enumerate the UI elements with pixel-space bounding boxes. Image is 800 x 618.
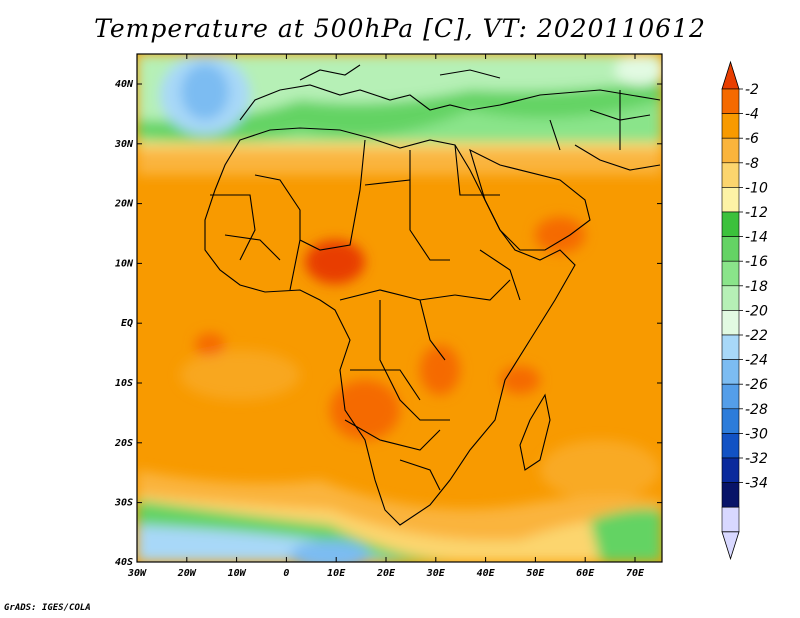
colorbar-label: -6	[745, 131, 759, 147]
colorbar-label: -14	[745, 230, 768, 246]
colorbar-swatch	[721, 260, 740, 287]
colorbar-label: -4	[745, 107, 759, 123]
colorbar-swatch	[721, 285, 740, 311]
lat-tick-label: 30S	[114, 498, 133, 509]
temperature-field	[137, 54, 662, 562]
colorbar-swatch	[721, 162, 740, 188]
lon-tick-label: 10E	[327, 568, 346, 579]
lon-tick-label: 70E	[626, 568, 645, 579]
lat-tick-label: 40N	[115, 79, 134, 90]
colorbar-swatch	[721, 113, 740, 139]
coastlines	[204, 64, 661, 526]
colorbar-label: -24	[745, 353, 768, 369]
colorbar-swatch	[721, 334, 740, 360]
colorbar-swatch	[721, 187, 740, 213]
lat-tick-label: 30N	[114, 139, 134, 150]
lon-tick-label: 30E	[426, 568, 446, 579]
lon-tick-label: 30W	[127, 568, 147, 579]
colorbar-swatch	[721, 433, 740, 459]
colorbar-top-arrow	[721, 60, 740, 90]
grads-credit: GrADS: IGES/COLA	[4, 603, 91, 613]
colorbar-swatch	[721, 482, 740, 508]
colorbar-label: -8	[745, 156, 759, 172]
colorbar-label: -26	[745, 377, 768, 393]
latitude-axis: 40N 30N 20N 10N EQ 10S 20S 30S 40S	[114, 79, 662, 568]
colorbar-swatch	[721, 359, 740, 385]
lon-tick-label: 60E	[576, 568, 595, 579]
colorbar-swatch	[721, 506, 740, 533]
lon-tick-label: 40E	[477, 568, 496, 579]
colorbar-label: -32	[745, 451, 768, 467]
lat-tick-label: 40S	[115, 557, 133, 568]
colorbar-swatch	[721, 310, 740, 336]
longitude-axis: 30W 20W 10W 0 10E 20E 30E 40E 50E 60E 70E	[127, 54, 645, 579]
lon-tick-label: 20W	[177, 568, 197, 579]
lat-tick-label: 20S	[114, 438, 133, 449]
colorbar-swatch	[721, 137, 740, 164]
lat-tick-label: 10N	[115, 258, 134, 269]
colorbar-label: -10	[745, 180, 768, 196]
colorbar-label: -20	[745, 303, 768, 319]
colorbar-swatch	[721, 457, 740, 483]
colorbar-label: -16	[745, 254, 768, 270]
colorbar-label: -34	[745, 476, 768, 492]
colorbar-label: -30	[745, 426, 768, 442]
lon-tick-label: 50E	[526, 568, 545, 579]
colorbar-label: -28	[745, 402, 768, 418]
colorbar: -2 -4 -6 -8 -10 -12 -14 -16 -18 -20 -22 -24 -26 -28 -3…	[721, 60, 768, 561]
lon-tick-label: 0	[283, 568, 289, 579]
lat-tick-label: 20N	[114, 199, 134, 210]
colorbar-label: -18	[745, 279, 768, 295]
colorbar-swatch	[721, 408, 740, 434]
lon-tick-label: 10W	[228, 568, 247, 579]
colorbar-swatch	[721, 88, 740, 114]
colorbar-bottom-arrow	[721, 531, 740, 561]
lat-tick-label: 10S	[115, 378, 133, 389]
colorbar-label: -12	[745, 205, 768, 221]
colorbar-swatch	[721, 236, 740, 262]
map-border	[136, 53, 663, 563]
colorbar-label: -22	[745, 328, 768, 344]
colorbar-swatch	[721, 383, 740, 410]
map-title: Temperature at 500hPa [C], VT: 202011061…	[94, 14, 706, 43]
colorbar-label: -2	[745, 82, 759, 98]
colorbar-swatch	[721, 211, 740, 237]
lon-tick-label: 20E	[376, 568, 396, 579]
lat-tick-label: EQ	[121, 318, 133, 329]
